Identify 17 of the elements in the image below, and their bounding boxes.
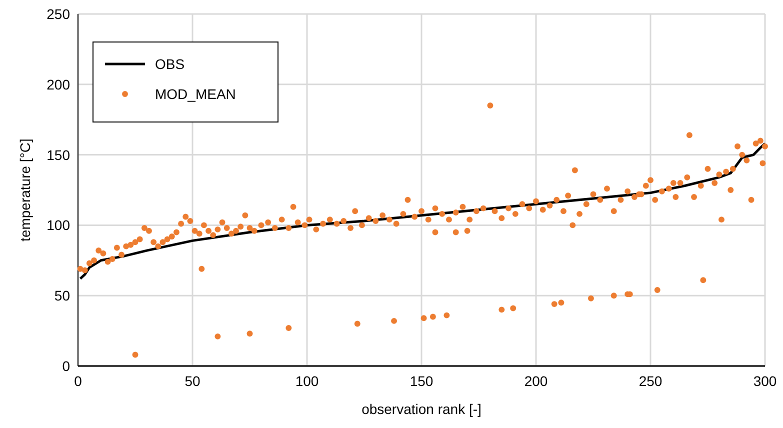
- y-axis-title: temperature [°C]: [17, 138, 33, 242]
- x-tick-label: 50: [184, 373, 200, 389]
- x-tick-label: 100: [295, 373, 319, 389]
- x-tick-label: 150: [410, 373, 434, 389]
- x-axis-title: observation rank [-]: [362, 401, 482, 417]
- y-tick-label: 0: [62, 358, 70, 374]
- x-tick-label: 200: [524, 373, 548, 389]
- y-tick-label: 100: [46, 217, 70, 234]
- x-tick-label: 0: [74, 373, 82, 389]
- x-tick-label: 300: [753, 373, 777, 389]
- y-tick-label: 250: [46, 6, 70, 22]
- x-tick-label: 250: [638, 373, 662, 389]
- y-tick-label: 150: [46, 146, 70, 163]
- y-tick-label: 200: [46, 76, 70, 92]
- y-tick-label: 50: [54, 288, 70, 304]
- legend-label: MOD_MEAN: [155, 86, 236, 102]
- legend-label: OBS: [155, 56, 185, 72]
